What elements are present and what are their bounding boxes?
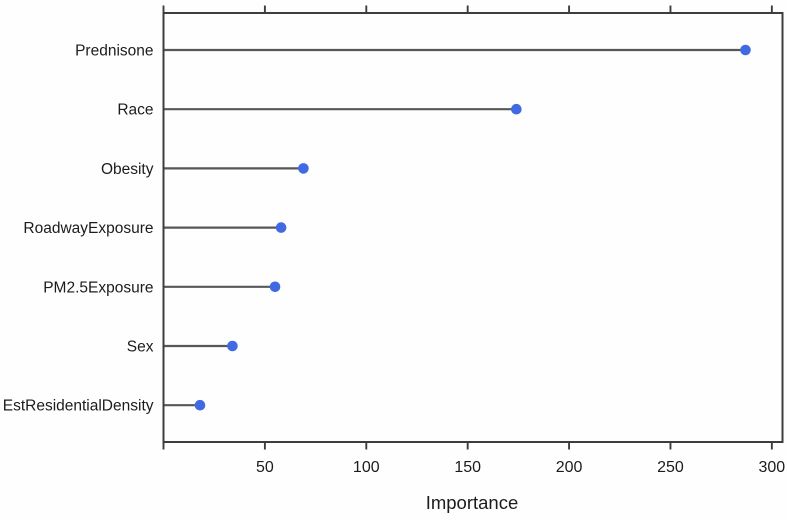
x-tick-label: 100 <box>353 459 380 476</box>
x-tick: 100 <box>353 5 380 476</box>
x-tick-label: 50 <box>256 459 274 476</box>
category-label: Race <box>117 102 153 119</box>
x-tick: 250 <box>657 5 684 476</box>
data-point <box>275 222 287 233</box>
data-point <box>227 340 238 352</box>
x-tick: 300 <box>759 5 786 476</box>
x-axis-title: Importance <box>426 492 519 513</box>
category-label: Obesity <box>101 161 154 178</box>
category-label: EstResidentialDensity <box>3 398 154 415</box>
plot-frame <box>162 12 784 443</box>
x-tick-label: 300 <box>759 459 786 476</box>
lollipop-row: Sex <box>127 339 238 356</box>
data-point <box>298 163 309 174</box>
x-tick-label: 150 <box>454 459 481 476</box>
x-tick-label: 200 <box>556 459 583 476</box>
data-point <box>740 44 751 56</box>
lollipop-row: PM2.5Exposure <box>43 279 281 296</box>
category-label: Prednisone <box>75 43 153 60</box>
lollipop-row: EstResidentialDensity <box>3 398 206 415</box>
x-tick: 50 <box>256 5 274 476</box>
data-point <box>194 399 206 411</box>
lollipop-row: Obesity <box>101 161 309 178</box>
data-point <box>269 281 281 293</box>
category-label: RoadwayExposure <box>23 220 153 237</box>
category-label: Sex <box>127 339 154 356</box>
lollipop-row: RoadwayExposure <box>23 220 287 237</box>
lollipop-row: Prednisone <box>75 43 751 60</box>
x-tick: 150 <box>454 5 481 476</box>
lollipop-row: Race <box>117 102 522 119</box>
category-label: PM2.5Exposure <box>43 279 153 296</box>
axis-ticks-layer: 50 100 150 200 250 300 <box>162 5 786 476</box>
x-tick: 200 <box>556 5 583 476</box>
x-tick-label: 250 <box>657 459 684 476</box>
data-point <box>511 103 522 115</box>
data-rows-layer: Prednisone Race Obesity RoadwayExposure PM2.… <box>3 43 751 415</box>
